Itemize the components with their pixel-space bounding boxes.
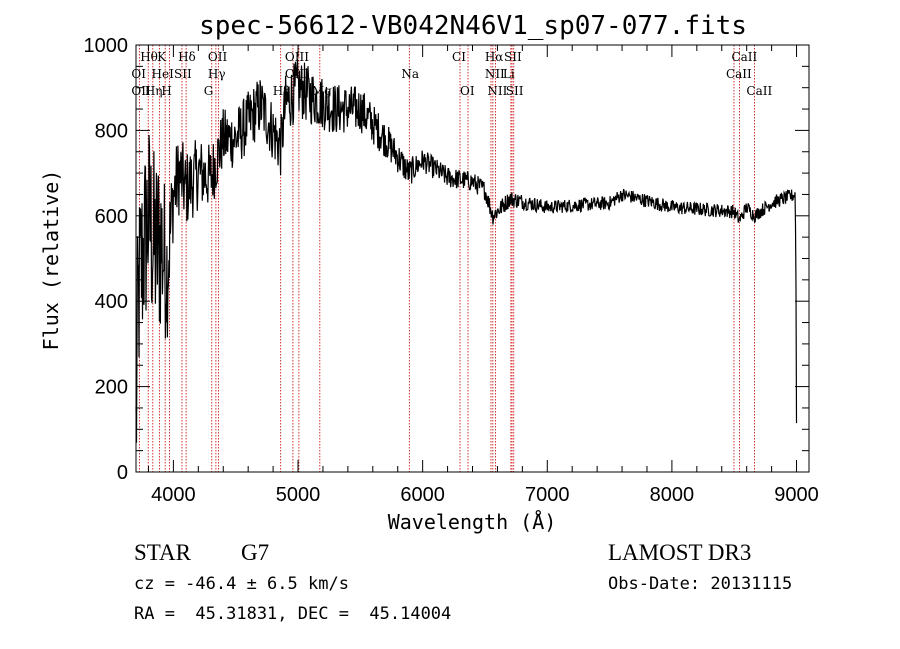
y-tick-label-3: 600 xyxy=(95,206,128,228)
redshift-readout: cz = -46.4 ± 6.5 km/s xyxy=(134,574,349,594)
spectral-line-label-20: H xyxy=(161,84,171,98)
x-axis-label: Wavelength (Å) xyxy=(388,510,557,534)
spectral-line-label-24: OI xyxy=(460,84,475,98)
spectral-line-label-25: NII xyxy=(487,84,507,98)
y-tick-label-4: 800 xyxy=(95,120,128,142)
x-tick-label-4: 8000 xyxy=(650,484,695,506)
spectral-line-label-26: SII xyxy=(506,84,524,98)
y-tick-label-0: 0 xyxy=(117,462,128,484)
axis-ticks: 4000 5000 6000 7000 8000 9000 0 200 400 600 800 100… xyxy=(84,35,819,506)
spectral-line-label-6: Hα xyxy=(485,50,504,64)
plot-frame xyxy=(135,44,810,473)
spectral-line-label-27: CaII xyxy=(746,84,772,98)
x-tick-label-2: 6000 xyxy=(400,484,445,506)
y-axis-label: Flux (relative) xyxy=(39,170,63,351)
coordinates: RA = 45.31831, DEC = 45.14004 xyxy=(134,604,451,624)
x-tick-label-3: 7000 xyxy=(525,484,570,506)
spectral-line-label-19: Hη xyxy=(145,84,163,98)
spectral-line-label-1: K xyxy=(157,50,167,64)
spectral-line-label-16: Li xyxy=(503,67,515,81)
x-tick-label-0: 4000 xyxy=(151,484,196,506)
x-tick-label-5: 9000 xyxy=(774,484,819,506)
spectral-line-label-14: Na xyxy=(401,67,419,81)
spectral-line-label-12: Hγ xyxy=(208,67,226,81)
x-tick-label-1: 5000 xyxy=(276,484,321,506)
spectrum-line xyxy=(135,58,798,443)
spectral-line-label-17: CaII xyxy=(726,67,752,81)
object-subclass: G7 xyxy=(241,540,269,565)
y-tick-label-5: 1000 xyxy=(84,35,129,57)
survey-name: LAMOST DR3 xyxy=(608,540,751,565)
spectral-line-markers xyxy=(138,45,755,472)
spectral-line-label-4: OIII xyxy=(285,50,309,64)
spectral-line-label-2: Hδ xyxy=(178,50,196,64)
y-tick-label-2: 400 xyxy=(95,291,128,313)
y-tick-label-1: 200 xyxy=(95,377,128,399)
spectral-line-label-8: CaII xyxy=(731,50,757,64)
spectral-line-label-0: Hθ xyxy=(140,50,158,64)
spectral-line-label-9: OI xyxy=(131,67,146,81)
spectral-line-label-10: HeI xyxy=(152,67,175,81)
spectral-line-label-3: OII xyxy=(208,50,228,64)
spectral-line-label-21: G xyxy=(204,84,214,98)
spectral-line-label-15: NII xyxy=(485,67,505,81)
spectral-line-label-7: SII xyxy=(504,50,522,64)
spectral-line-label-11: SII xyxy=(174,67,192,81)
chart-title: spec-56612-VB042N46V1_sp07-077.fits xyxy=(199,11,747,41)
obs-date: Obs-Date: 20131115 xyxy=(608,574,792,594)
object-class: STAR xyxy=(134,540,192,565)
spectral-line-label-5: CI xyxy=(452,50,466,64)
